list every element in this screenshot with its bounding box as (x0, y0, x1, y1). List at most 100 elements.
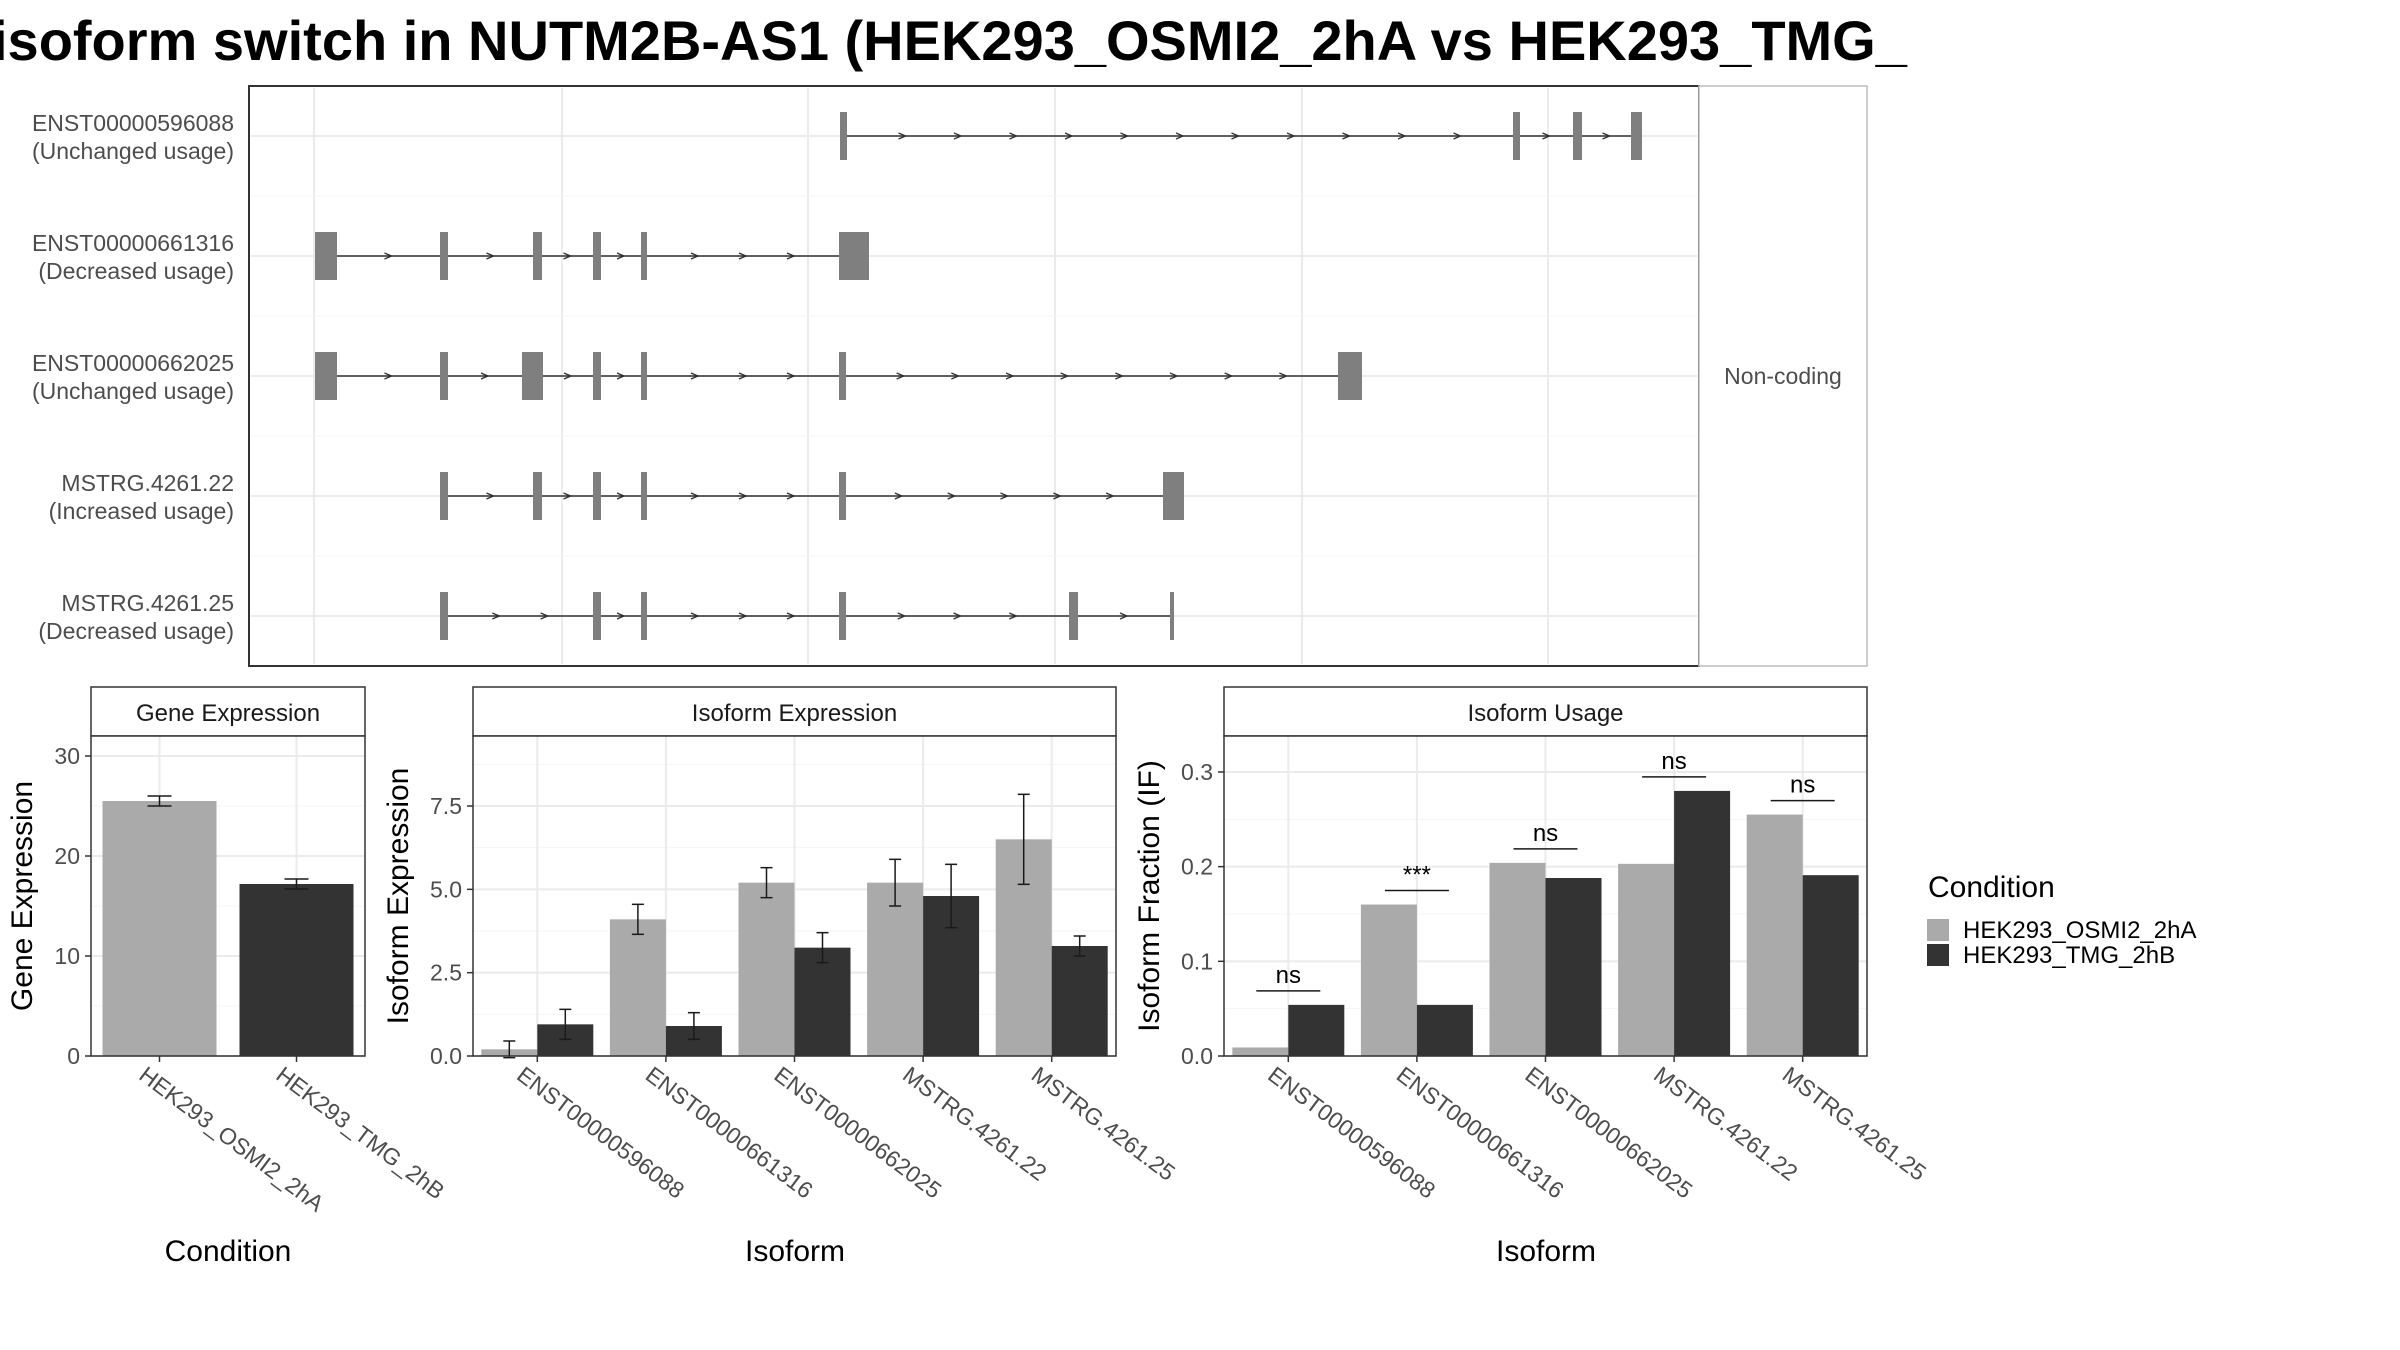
intron-direction-arrow (616, 252, 626, 260)
intron-direction-arrow (616, 612, 626, 620)
intron-direction-arrow (1060, 372, 1070, 380)
exon-block (440, 352, 448, 400)
bar (609, 919, 666, 1056)
y-axis-title: Isoform Expression (382, 768, 415, 1025)
intron-direction-arrow (1115, 372, 1125, 380)
intron-direction-arrow (1064, 132, 1074, 140)
exon-block (1631, 112, 1642, 160)
exon-block (1573, 112, 1582, 160)
isoform-row-label-id: ENST00000662025 (32, 350, 234, 376)
exon-block (839, 472, 846, 520)
y-tick-label: 10 (54, 943, 80, 969)
y-tick-label: 2.5 (430, 960, 462, 986)
exon-block (593, 352, 601, 400)
significance-label: ns (1790, 772, 1815, 799)
exon-block (1338, 352, 1362, 400)
exon-block (440, 232, 448, 280)
intron-direction-arrow (616, 492, 626, 500)
y-tick-label: 7.5 (430, 793, 462, 819)
y-axis-title: Gene Expression (6, 781, 39, 1011)
structure-tracks (315, 112, 1642, 640)
exon-block (1513, 112, 1520, 160)
intron-direction-arrow (894, 492, 904, 500)
intron-direction-arrow (786, 372, 796, 380)
intron-direction-arrow (1105, 492, 1115, 500)
isoform-row-label-id: MSTRG.4261.22 (61, 470, 234, 496)
bar (1802, 875, 1859, 1056)
intron-direction-arrow (953, 132, 963, 140)
panel-border (90, 735, 366, 1057)
bar (1674, 790, 1731, 1056)
intron-direction-arrow (563, 492, 573, 500)
exon-block (440, 592, 448, 640)
intron-direction-arrow (1169, 372, 1179, 380)
structure-strip (1698, 85, 1868, 667)
significance-label: ns (1276, 962, 1301, 989)
exon-block (593, 592, 601, 640)
exon-block (1163, 472, 1184, 520)
intron-direction-arrow (486, 252, 496, 260)
exon-block (839, 352, 846, 400)
isoform-row-label-status: (Unchanged usage) (32, 378, 234, 404)
bar (1746, 814, 1803, 1056)
intron-direction-arrow (953, 612, 963, 620)
exon-block (533, 232, 542, 280)
x-axis-title: Isoform (1496, 1235, 1596, 1268)
significance-label: ns (1661, 748, 1686, 775)
exon-block (1069, 592, 1078, 640)
intron-direction-arrow (1053, 492, 1063, 500)
structure-side-label: Non-coding (1724, 363, 1842, 389)
isoform-row-label-status: (Increased usage) (49, 498, 234, 524)
intron-direction-arrow (1000, 492, 1010, 500)
intron-direction-arrow (786, 252, 796, 260)
legend-swatch-b (1927, 944, 1949, 966)
bar (1416, 1004, 1473, 1056)
x-axis-title: Isoform (745, 1235, 845, 1268)
bar (1545, 878, 1602, 1056)
exon-block (533, 472, 542, 520)
y-tick-label: 0.3 (1181, 759, 1213, 785)
intron-direction-arrow (1542, 132, 1552, 140)
intron-direction-arrow (1224, 372, 1234, 380)
bar (1288, 1004, 1345, 1056)
bar (1618, 863, 1675, 1056)
exon-block (641, 352, 647, 400)
intron-direction-arrow (896, 372, 906, 380)
figure-title: isoform switch in NUTM2B-AS1 (HEK293_OSM… (0, 9, 1908, 72)
exon-block (1170, 592, 1174, 640)
intron-direction-arrow (1397, 132, 1407, 140)
intron-direction-arrow (480, 372, 490, 380)
bar (867, 882, 924, 1056)
isoform-expression-panel: Isoform Expression0.02.55.07.5ENST000005… (382, 686, 1180, 1268)
legend: Condition HEK293_OSMI2_2hA HEK293_TMG_2h… (1927, 871, 2196, 969)
intron-direction-arrow (1342, 132, 1352, 140)
intron-direction-arrow (897, 612, 907, 620)
isoform-row-label-status: (Unchanged usage) (32, 138, 234, 164)
intron-direction-arrow (1175, 132, 1185, 140)
intron-direction-arrow (1120, 132, 1130, 140)
y-axis-title: Isoform Fraction (IF) (1133, 760, 1166, 1032)
isoform-structure-panel: Non-coding ENST00000596088 (Unchanged us… (32, 85, 1868, 667)
intron-direction-arrow (1286, 132, 1296, 140)
intron-direction-arrow (786, 612, 796, 620)
bar (1360, 904, 1417, 1056)
intron-direction-arrow (690, 492, 700, 500)
intron-direction-arrow (898, 132, 908, 140)
intron-direction-arrow (1009, 132, 1019, 140)
legend-title: Condition (1928, 871, 2055, 904)
intron-direction-arrow (384, 252, 394, 260)
intron-direction-arrow (384, 372, 394, 380)
bar (738, 882, 795, 1056)
intron-direction-arrow (690, 252, 700, 260)
intron-direction-arrow (1231, 132, 1241, 140)
exon-block (840, 112, 847, 160)
legend-swatch-a (1927, 919, 1949, 941)
bar (102, 801, 217, 1056)
intron-direction-arrow (540, 612, 550, 620)
y-tick-label: 0.1 (1181, 948, 1213, 974)
isoform-usage-panel: Isoform Usage0.00.10.20.3ns***nsnsnsENST… (1133, 686, 1931, 1268)
legend-label-a: HEK293_OSMI2_2hA (1963, 917, 2196, 944)
exon-block (641, 232, 647, 280)
intron-direction-arrow (1119, 612, 1129, 620)
